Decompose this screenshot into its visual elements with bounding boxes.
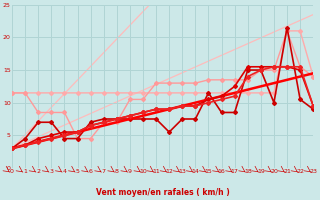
X-axis label: Vent moyen/en rafales ( km/h ): Vent moyen/en rafales ( km/h ) (96, 188, 229, 197)
